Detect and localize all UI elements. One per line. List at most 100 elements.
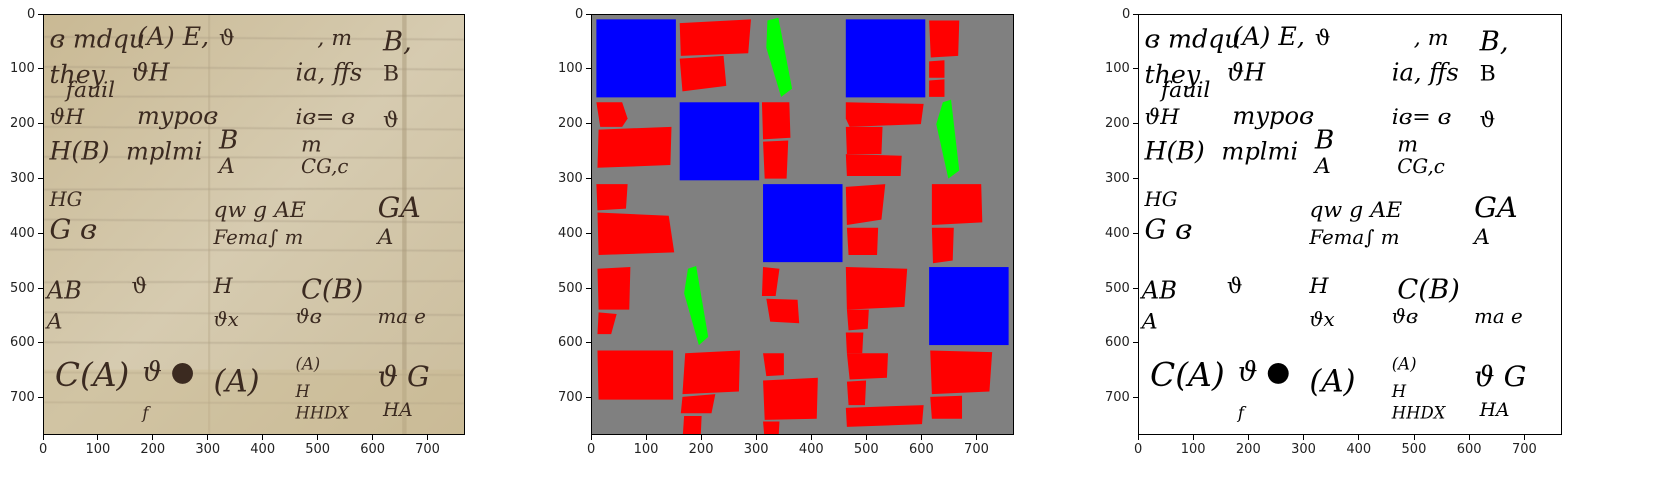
svg-text:A: A <box>1472 225 1490 250</box>
svg-text:m: m <box>301 132 322 157</box>
segment-red <box>596 102 628 127</box>
y-tick-label: 500 <box>558 280 583 296</box>
svg-text:Fema∫ m: Fema∫ m <box>213 226 304 249</box>
x-tick-label: 200 <box>688 442 714 457</box>
svg-text:AB: AB <box>45 277 82 305</box>
y-tick-label: 300 <box>1105 170 1130 186</box>
svg-text:B,: B, <box>1479 27 1509 58</box>
x-tick-label: 700 <box>415 442 440 457</box>
segment-blue <box>679 102 760 181</box>
segment-red <box>846 380 867 406</box>
panel-segmentation <box>552 0 1104 493</box>
segment-red <box>846 309 869 331</box>
svg-text:ϑɞ: ϑɞ <box>296 305 322 328</box>
svg-text:B,: B, <box>382 26 412 57</box>
x-tick-label: 400 <box>250 442 276 457</box>
svg-text:ϑ: ϑ <box>1227 274 1243 299</box>
y-tick-label: 300 <box>10 170 35 186</box>
x-tick-label: 0 <box>587 442 596 457</box>
x-tick-label: 400 <box>1346 442 1372 457</box>
segment-red <box>596 184 628 211</box>
svg-text:H: H <box>213 274 234 299</box>
y-tick-label: 300 <box>558 170 583 186</box>
y-tick-mark <box>1133 232 1138 234</box>
y-tick-label: 0 <box>1122 6 1131 22</box>
svg-text:HA: HA <box>1479 400 1510 421</box>
original-image: ɞ mdqu (A) E, ϑ , m B, they ϑH ia, ffs B… <box>43 14 465 435</box>
svg-text:mypoɞ: mypoɞ <box>137 102 218 130</box>
svg-text:they: they <box>1144 60 1200 89</box>
x-tick-label: 100 <box>633 442 659 457</box>
svg-text:HG: HG <box>48 188 82 211</box>
y-tick-label: 0 <box>27 6 36 22</box>
svg-text:ϑH: ϑH <box>49 105 85 130</box>
x-tick-mark <box>865 435 867 440</box>
svg-text:B: B <box>1480 62 1496 87</box>
x-tick-mark <box>1303 435 1305 440</box>
segment-red <box>761 102 791 140</box>
segment-red <box>845 154 902 176</box>
segment-red <box>763 377 818 420</box>
y-tick-mark <box>1133 342 1138 344</box>
svg-text:Fema∫ m: Fema∫ m <box>1308 226 1399 249</box>
svg-text:ϑx: ϑx <box>1309 308 1334 331</box>
y-tick-mark <box>38 123 43 125</box>
x-tick-label: 0 <box>1134 442 1143 457</box>
x-tick-mark <box>645 435 647 440</box>
segment-red <box>597 126 672 168</box>
y-tick-label: 100 <box>1105 61 1130 77</box>
svg-text:mplmi: mplmi <box>1221 138 1298 166</box>
svg-text:G ɞ: G ɞ <box>1144 215 1192 246</box>
segment-red <box>763 353 784 377</box>
y-tick-mark <box>38 232 43 234</box>
svg-text:ia, ffs: ia, ffs <box>296 58 363 86</box>
svg-text:(A): (A) <box>296 355 321 374</box>
svg-text:C(B): C(B) <box>1397 275 1460 306</box>
y-tick-mark <box>1133 287 1138 289</box>
svg-text:ϑH: ϑH <box>1227 59 1266 87</box>
x-tick-label: 700 <box>964 442 989 457</box>
segment-red <box>845 126 883 155</box>
svg-text:H: H <box>1308 274 1329 299</box>
svg-text:G ɞ: G ɞ <box>49 215 97 246</box>
x-tick-label: 100 <box>1180 442 1206 457</box>
x-tick-mark <box>1247 435 1249 440</box>
x-tick-mark <box>976 435 978 440</box>
y-tick-mark <box>38 397 43 399</box>
segment-blue <box>763 184 843 263</box>
svg-text:H(B): H(B) <box>48 137 109 166</box>
svg-text:qw g AE: qw g AE <box>1309 198 1402 223</box>
svg-text:A: A <box>376 225 394 250</box>
svg-text:iɞ= ɞ: iɞ= ɞ <box>296 105 356 130</box>
svg-text:qw g AE: qw g AE <box>214 198 306 223</box>
segment-red <box>597 312 617 335</box>
y-tick-label: 600 <box>558 335 583 351</box>
svg-text:A: A <box>217 154 235 179</box>
svg-text:C(A): C(A) <box>1150 356 1225 394</box>
x-tick-label: 600 <box>360 442 386 457</box>
y-tick-mark <box>1133 397 1138 399</box>
svg-text:fauil: fauil <box>64 78 115 103</box>
y-tick-label: 200 <box>10 116 35 132</box>
x-tick-label: 0 <box>39 442 48 457</box>
x-tick-mark <box>207 435 209 440</box>
y-tick-mark <box>38 287 43 289</box>
svg-text:ϑx: ϑx <box>214 308 239 331</box>
svg-text:A: A <box>45 310 63 335</box>
x-tick-mark <box>262 435 264 440</box>
svg-text:ϑ G: ϑ G <box>1474 360 1526 393</box>
segment-red <box>766 298 800 324</box>
segment-red <box>846 353 889 380</box>
svg-text:CG,c: CG,c <box>1397 155 1445 178</box>
x-tick-label: 700 <box>1511 442 1537 457</box>
svg-text:ia, ffs: ia, ffs <box>1392 59 1459 87</box>
svg-text:ϑ: ϑ <box>1480 108 1496 133</box>
svg-text:(A): (A) <box>1309 365 1355 400</box>
x-tick-mark <box>1413 435 1415 440</box>
svg-text:ϑ: ϑ <box>1315 26 1331 51</box>
segment-blue <box>596 19 676 98</box>
x-tick-label: 500 <box>853 442 879 457</box>
y-tick-mark <box>586 232 591 234</box>
segment-green <box>936 99 960 179</box>
binarized-svg: ɞ mdqu (A) E, ϑ , m B, they ϑH ia, ffs B… <box>1139 15 1561 434</box>
